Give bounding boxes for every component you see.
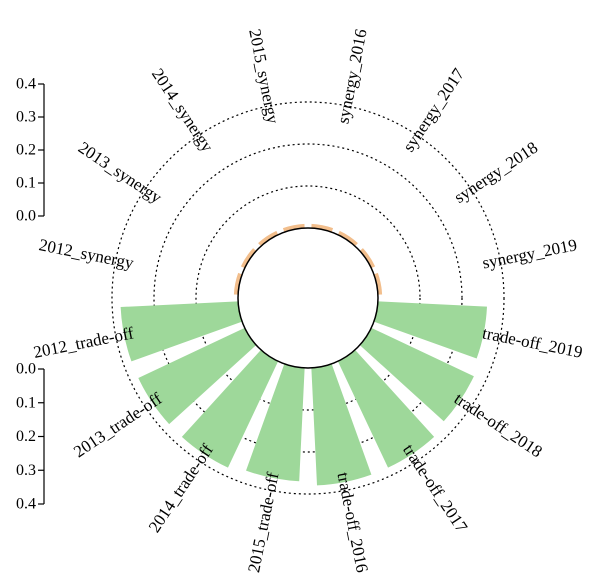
bar-trade-off-trade-off_2017 xyxy=(337,349,435,468)
synergy-axis-tick-label: 0.4 xyxy=(16,76,36,93)
bars xyxy=(120,223,487,486)
category-label: synergy_2019 xyxy=(481,235,579,272)
category-label: synergy_2018 xyxy=(451,138,541,207)
trade-off-axis-tick-label: 0.0 xyxy=(16,361,36,378)
bar-trade-off-2012_trade-off xyxy=(120,301,243,362)
synergy-axis: 0.0 0.1 0.2 0.3 0.4 xyxy=(16,76,45,225)
category-label: synergy_2017 xyxy=(399,64,468,155)
bar-synergy-2014_synergy xyxy=(258,230,279,247)
grid-ring-2 xyxy=(153,143,463,453)
category-label: 2013_trade-off xyxy=(70,389,165,461)
trade-off-axis: 0.0 0.1 0.2 0.3 0.4 xyxy=(16,361,45,513)
bar-synergy-synergy_2017 xyxy=(337,230,358,247)
category-label: 2014_synergy xyxy=(148,65,217,156)
category-label: trade-off_2016 xyxy=(333,471,371,574)
grid-ring-3 xyxy=(111,101,505,495)
grid-ring-1 xyxy=(195,185,421,411)
category-label: trade-off_2018 xyxy=(451,389,546,461)
bar-trade-off-2014_trade-off xyxy=(181,349,279,468)
inner-circle-outline xyxy=(237,227,379,369)
bar-trade-off-trade-off_2019 xyxy=(373,301,487,359)
category-label: 2015_trade-off xyxy=(244,470,283,574)
trade-off-axis-tick-label: 0.2 xyxy=(16,428,36,445)
synergy-axis-tick-label: 0.2 xyxy=(16,142,36,159)
bar-trade-off-2015_trade-off xyxy=(246,363,305,482)
category-label: 2012_synergy xyxy=(37,235,135,272)
synergy-axis-tick-label: 0.1 xyxy=(16,175,36,192)
synergy-axis-tick-label: 0.0 xyxy=(16,208,36,225)
category-label: trade-off_2017 xyxy=(399,441,472,536)
bar-trade-off-trade-off_2016 xyxy=(311,363,372,486)
category-label: 2014_trade-off xyxy=(145,440,217,535)
category-label: trade-off_2019 xyxy=(481,323,584,361)
bar-synergy-synergy_2018 xyxy=(359,248,376,269)
inner-circle xyxy=(237,227,379,369)
category-label: 2012_trade-off xyxy=(32,323,136,362)
bar-trade-off-2013_trade-off xyxy=(138,327,257,425)
trade-off-axis-tick-label: 0.1 xyxy=(16,394,36,411)
bar-synergy-2013_synergy xyxy=(240,248,257,269)
trade-off-axis-tick-label: 0.3 xyxy=(16,462,36,479)
bar-trade-off-trade-off_2018 xyxy=(359,327,474,422)
grid-rings xyxy=(111,101,505,495)
synergy-axis-tick-label: 0.3 xyxy=(16,109,36,126)
trade-off-axis-tick-label: 0.4 xyxy=(16,496,36,513)
category-label: 2013_synergy xyxy=(75,138,166,207)
